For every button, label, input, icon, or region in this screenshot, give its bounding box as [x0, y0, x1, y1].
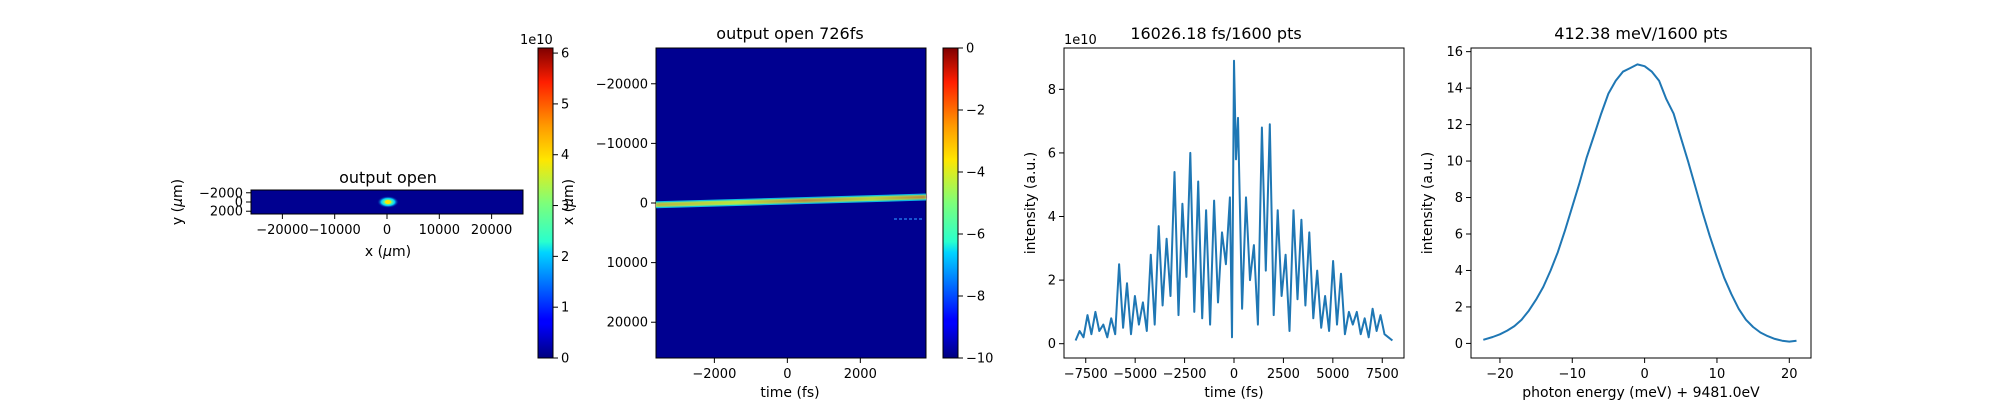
panel-xy-heatmap: output open −20000 −10000 0 10000 20000 −200…	[170, 33, 569, 367]
panel3-y-tick-label: 4	[1048, 210, 1056, 225]
panel1-xtick-label: 20000	[471, 223, 512, 238]
panel4-y-tick-label: 8	[1455, 191, 1463, 206]
panel2-colorbar-tick-label: −4	[966, 166, 985, 181]
panel1-colorbar-tick-label: 1	[561, 301, 569, 316]
panel3-xtick-label: 7500	[1366, 367, 1399, 382]
panel1-y-tick-label: 2000	[210, 205, 243, 220]
panel2-y-tick-label: 20000	[607, 316, 648, 331]
panel1-colorbar-tick-label: 6	[561, 47, 569, 62]
panel3-y-tick-label: 8	[1048, 83, 1056, 98]
panel1-xtick-label: −20000	[256, 223, 308, 238]
panel2-xtick-label: 0	[783, 367, 791, 382]
panel2-xtick-label: −2000	[692, 367, 736, 382]
panel2-y-tick-label: −10000	[596, 137, 648, 152]
panel4-y-tick-label: 6	[1455, 228, 1463, 243]
panel4-y-tick-label: 14	[1446, 82, 1463, 97]
panel1-colorbar-tick-label: 3	[561, 199, 569, 214]
panel4-xtick-label: −10	[1559, 367, 1586, 382]
panel1-y-tick-label: 0	[235, 196, 243, 211]
panel2-colorbar-tick-label: −6	[966, 228, 985, 243]
panel2-xlabel: time (fs)	[760, 385, 819, 400]
panel4-plot-area	[1470, 47, 1812, 359]
panel4-xtick-label: 0	[1640, 367, 1648, 382]
panel3-xtick-label: 2500	[1267, 367, 1300, 382]
panel3-xtick-label: −2500	[1163, 367, 1207, 382]
panel4-spectrum-line	[1483, 63, 1797, 343]
panel2-colorbar-tick-label: −2	[966, 104, 985, 119]
panel4-y-tick-label: 10	[1446, 155, 1463, 170]
panel4-xtick-label: 10	[1709, 367, 1726, 382]
panel2-xtick-label: 2000	[844, 367, 877, 382]
panel1-xlabel: x (μm)	[365, 244, 411, 260]
panel4-ylabel: intensity (a.u.)	[1420, 152, 1436, 254]
panel3-offset-text: 1e10	[1064, 33, 1097, 48]
panel2-colorbar-tick-label: −10	[966, 352, 993, 367]
panel1-colorbar-tick-label: 5	[561, 97, 569, 112]
panel2-y-tick-label: −20000	[596, 77, 648, 92]
panel3-xtick-label: 5000	[1316, 367, 1349, 382]
panel4-xtick-label: −20	[1486, 367, 1513, 382]
panel3-intensity-line	[1074, 59, 1394, 342]
panel4-y-tick-label: 12	[1446, 118, 1463, 133]
panel1-ylabel: y (μm)	[170, 179, 186, 225]
panel1-colorbar-tick-label: 0	[561, 352, 569, 367]
panel1-beam-core	[385, 200, 391, 204]
panel3-y-tick-label: 6	[1048, 146, 1056, 161]
panel4-xtick-label: 20	[1781, 367, 1798, 382]
panel3-xtick-label: −5000	[1113, 367, 1157, 382]
panel3-y-tick-label: 0	[1048, 337, 1056, 352]
panel3-xlabel: time (fs)	[1204, 385, 1263, 400]
panel4-y-tick-label: 0	[1455, 337, 1463, 352]
panel3-ylabel: intensity (a.u.)	[1023, 152, 1039, 254]
panel4-y-tick-label: 16	[1446, 45, 1463, 60]
panel2-streak	[655, 196, 927, 206]
panel3-xtick-label: 0	[1230, 367, 1238, 382]
panel1-xtick-label: −10000	[309, 223, 361, 238]
panel1-xtick-label: 0	[383, 223, 391, 238]
panel4-y-tick-label: 2	[1455, 300, 1463, 315]
panel3-xtick-label: −7500	[1064, 367, 1108, 382]
panel-temporal: 16026.18 fs/1600 pts −7500 −5000 −2500 0 250…	[1023, 24, 1405, 400]
panel1-title: output open	[339, 168, 437, 187]
panel3-title: 16026.18 fs/1600 pts	[1130, 24, 1301, 43]
panel1-colorbar-tick-label: 4	[561, 148, 569, 163]
panel2-y-tick-label: 10000	[607, 256, 648, 271]
panel2-colorbar-tick-label: 0	[966, 42, 974, 57]
panel4-xlabel: photon energy (meV) + 9481.0eV	[1522, 385, 1760, 400]
panel4-y-tick-label: 4	[1455, 264, 1463, 279]
panel2-colorbar	[942, 47, 959, 359]
panel1-y-tick-label: −2000	[199, 186, 243, 201]
panel2-colorbar-tick-label: −8	[966, 290, 985, 305]
panel1-colorbar-offset: 1e10	[520, 33, 553, 48]
panel1-colorbar	[537, 47, 554, 359]
panel4-title: 412.38 meV/1600 pts	[1554, 24, 1727, 43]
panel2-ylabel: x (μm)	[561, 179, 577, 225]
panel-spectrum: 412.38 meV/1600 pts −20 −10 0 10 20 0 2 4 6 8 10 1…	[1420, 24, 1812, 400]
panel-tx-heatmap: output open 726fs −2000 0 2000 −20000−1000…	[561, 24, 993, 400]
panel2-title: output open 726fs	[716, 24, 863, 43]
panel2-y-tick-label: 0	[640, 197, 648, 212]
panel1-colorbar-tick-label: 2	[561, 250, 569, 265]
panel1-xtick-label: 10000	[419, 223, 460, 238]
panel3-y-tick-label: 2	[1048, 274, 1056, 289]
